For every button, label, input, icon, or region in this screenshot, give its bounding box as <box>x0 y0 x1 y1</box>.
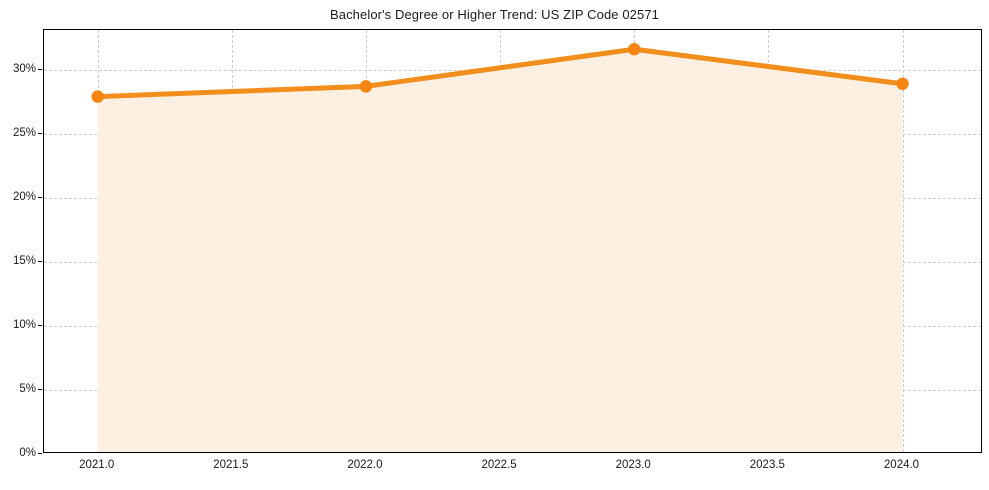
y-axis-tick-mark <box>38 324 42 326</box>
chart-title: Bachelor's Degree or Higher Trend: US ZI… <box>329 7 659 22</box>
y-axis-tick-label: 15% <box>12 254 36 267</box>
data-point-marker <box>628 43 641 56</box>
y-axis-tick-label: 20% <box>12 190 36 203</box>
data-point-marker <box>91 90 104 103</box>
y-axis-tick-label: 5% <box>19 382 36 395</box>
data-series-layer <box>91 43 909 452</box>
y-axis-tick-label: 0% <box>19 447 36 459</box>
y-axis-tick-mark <box>38 132 42 134</box>
y-axis-tick-mark <box>38 68 42 70</box>
data-point-marker <box>896 77 909 91</box>
y-axis-tick-label: 25% <box>12 126 36 139</box>
y-axis-tick-mark <box>38 388 42 390</box>
x-axis-tick-label: 2023.5 <box>749 459 785 471</box>
x-axis-tick-label: 2024.0 <box>883 459 920 471</box>
y-axis-tick-mark <box>38 453 42 454</box>
x-axis-tick-label: 2022.0 <box>347 459 383 471</box>
x-axis-tick-label: 2021.0 <box>79 459 115 471</box>
x-axis-tick-labels: 2021.0 2021.5 2022.0 2022.5 2023.0 2023.5 2024… <box>43 453 982 483</box>
area-fill <box>97 49 903 452</box>
y-axis-tick-label: 10% <box>12 318 36 331</box>
x-axis-tick-label: 2023.0 <box>615 459 651 471</box>
data-line <box>95 46 906 100</box>
y-axis-tick-labels: 0% 5% 10% 15% 20% 25% 30% <box>0 29 36 459</box>
plot-area <box>43 29 982 453</box>
y-axis-tick-mark <box>38 196 42 198</box>
plot-inner <box>44 30 981 452</box>
gridline-vertical <box>902 30 904 452</box>
x-axis-tick-label: 2021.5 <box>213 459 249 471</box>
y-axis-tick-label: 30% <box>12 62 36 75</box>
y-axis-tick-mark <box>38 260 42 262</box>
x-axis-tick-label: 2022.5 <box>481 459 517 471</box>
data-point-marker <box>359 80 373 93</box>
y-axis-tick-marks <box>38 29 43 454</box>
data-point-markers <box>91 43 909 103</box>
